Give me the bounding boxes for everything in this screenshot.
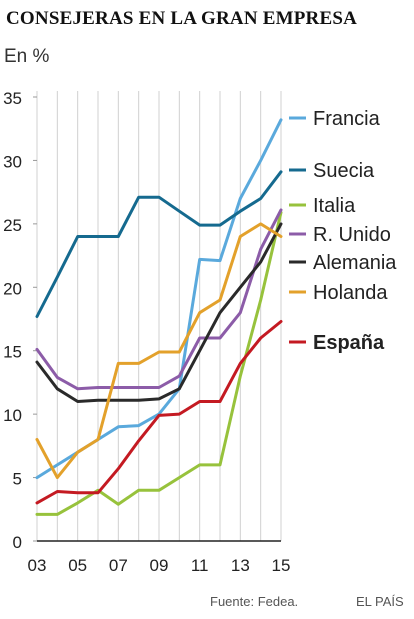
- y-tick-label: 0: [13, 533, 22, 552]
- series-lines: [35, 118, 283, 516]
- x-tick-label: 15: [272, 556, 291, 575]
- legend-label: R. Unido: [313, 224, 391, 246]
- legend-label: Francia: [313, 108, 381, 130]
- legend: Francia Suecia Italia R. Unido Alemania Holan…: [289, 108, 397, 354]
- x-tick-label: 05: [68, 556, 87, 575]
- legend-label: España: [313, 332, 385, 354]
- y-tick-label: 15: [3, 343, 22, 362]
- legend-label: Holanda: [313, 282, 388, 304]
- grid-layer: [36, 91, 282, 541]
- x-tick-label: 07: [109, 556, 128, 575]
- y-tick-label: 20: [3, 279, 22, 298]
- x-tick-label: 09: [150, 556, 169, 575]
- y-axis-unit-label: En %: [4, 46, 50, 67]
- series-line-suecia: [35, 170, 283, 318]
- chart-title: CONSEJERAS EN LA GRAN EMPRESA: [6, 8, 358, 29]
- series-line-r-unido: [35, 208, 283, 391]
- y-tick-label: 30: [3, 152, 22, 171]
- x-tick-label: 13: [231, 556, 250, 575]
- y-tick-label: 25: [3, 216, 22, 235]
- series-line-italia: [35, 210, 283, 516]
- y-tick-label: 10: [3, 406, 22, 425]
- series-line-alemania: [35, 222, 283, 403]
- series-line-holanda: [35, 222, 283, 480]
- legend-label: Italia: [313, 195, 356, 217]
- series-line-españa: [35, 320, 283, 505]
- source-note: Fuente: Fedea.: [210, 594, 299, 609]
- y-tick-label: 35: [3, 89, 22, 108]
- y-tick-label: 5: [13, 470, 22, 489]
- x-tick-label: 11: [191, 556, 209, 575]
- legend-label: Suecia: [313, 160, 375, 182]
- publisher-credit: EL PAÍS: [356, 594, 404, 609]
- legend-label: Alemania: [313, 252, 397, 274]
- x-tick-label: 03: [28, 556, 47, 575]
